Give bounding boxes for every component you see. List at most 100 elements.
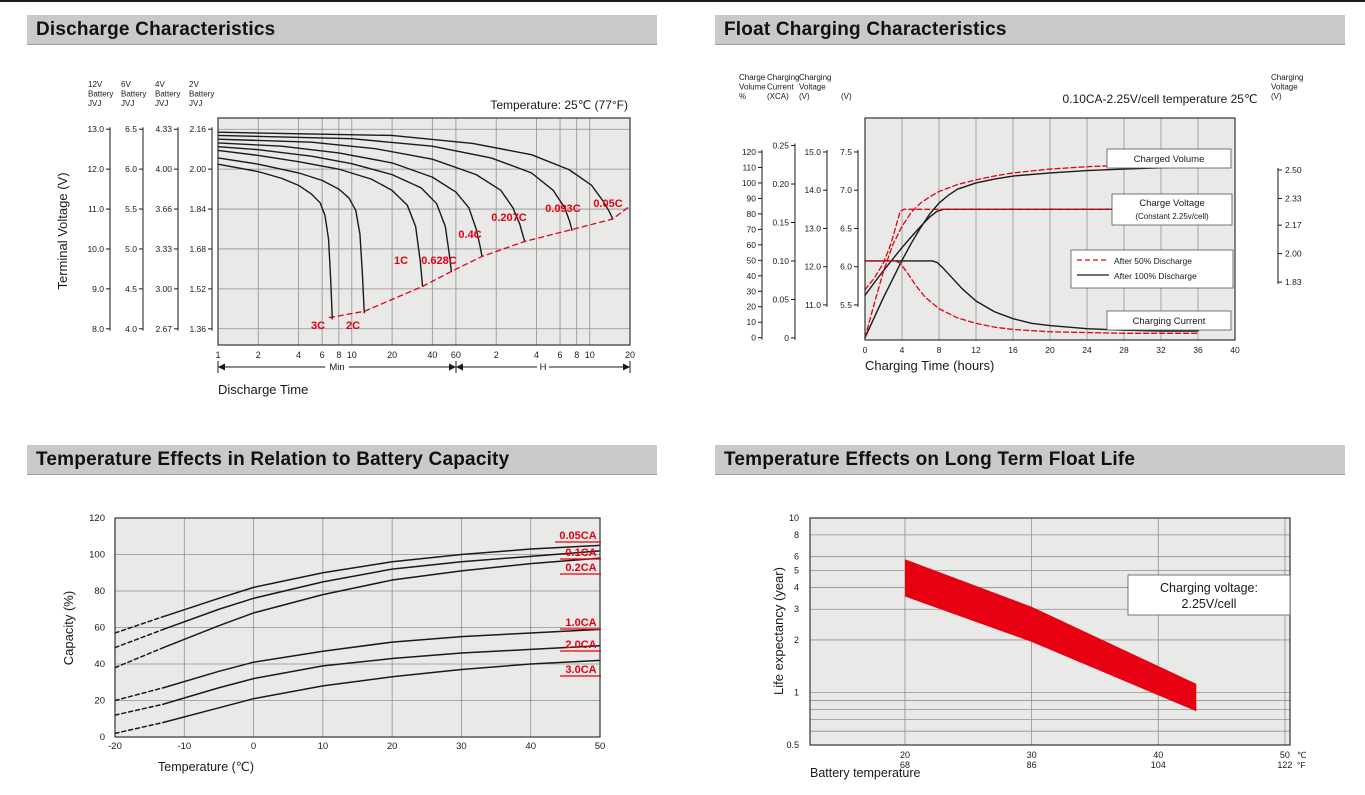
y-tick-label: 110: [742, 163, 756, 173]
label-backing: [537, 361, 549, 375]
chart-label: 0.2CA: [565, 562, 596, 574]
y-tick-label: 14.0: [804, 185, 821, 195]
plot-area: [218, 118, 630, 345]
y-tick-label: 0: [784, 333, 789, 343]
y-tick-label: 120: [89, 513, 105, 524]
x-tick-label: 4: [296, 350, 301, 360]
axis-column-title: Battery: [189, 90, 214, 99]
section-title: Discharge Characteristics: [36, 18, 276, 40]
series-0.4C: [217, 142, 483, 258]
x-tick-label: 8: [336, 350, 341, 360]
series-0.05CA: [162, 544, 601, 618]
x-axis-title: Charging Time (hours): [865, 358, 994, 373]
y-tick-label: 1.52: [189, 284, 206, 294]
chart-label: H: [540, 362, 547, 373]
axis-column-title: %: [739, 92, 746, 101]
axis-column-title: Voltage: [799, 83, 826, 92]
chart-label: 0.05CA: [559, 530, 596, 542]
arrowhead-icon: [449, 363, 456, 371]
y-tick-label: 0.5: [786, 740, 799, 750]
annotation-box: [1111, 193, 1233, 226]
chart-label: Min: [329, 362, 344, 373]
y-axis-title: Life expectancy (year): [771, 567, 786, 695]
y-tick-label: 20: [747, 302, 757, 312]
y-tick-label: 4.00: [155, 164, 172, 174]
chart-label: After 100% Discharge: [1114, 271, 1197, 281]
chart-label: 0.10CA-2.25V/cell temperature 25℃: [1063, 92, 1258, 106]
y-tick-label: 1.36: [189, 324, 206, 334]
axis-column-title: 12V: [88, 80, 103, 89]
y-tick-label: 2.16: [189, 124, 206, 134]
axis-column-title: JVJ: [189, 99, 202, 108]
x-tick-label: -20: [108, 741, 122, 752]
chart-label: 0.4C: [458, 229, 481, 241]
plot-frame: [217, 117, 631, 346]
x-tick-label: 50: [1280, 750, 1290, 760]
axis-column-title: Battery: [88, 90, 113, 99]
axis-column-title: JVJ: [88, 99, 101, 108]
y-tick-label: 5: [794, 566, 799, 576]
axis-column-title: 6V: [121, 80, 131, 89]
y-tick-label: 12.0: [87, 164, 104, 174]
series-0.1CA: [162, 550, 601, 631]
section-header-float-charging: Float Charging Characteristics: [715, 15, 1345, 45]
chart-label: After 50% Discharge: [1114, 256, 1192, 266]
chart-label: 0.207C: [491, 212, 527, 224]
y-tick-label: 50: [747, 255, 757, 265]
y-tick-label: 5.5: [125, 204, 137, 214]
x-tick-label: 20: [387, 350, 397, 360]
y-tick-label: 0: [751, 333, 756, 343]
series-2C: [217, 157, 366, 314]
y-axis-title: Terminal Voltage (V): [55, 172, 70, 289]
y-tick-label: 20: [94, 696, 105, 707]
y-tick-label: 80: [747, 209, 757, 219]
y-tick-label: 4.5: [125, 284, 137, 294]
x-tick-label: 2: [494, 350, 499, 360]
y-tick-label: 30: [747, 286, 757, 296]
y-tick-label: 100: [742, 178, 756, 188]
series-1.0CA: [114, 686, 165, 702]
chart-label: Charging voltage:: [1160, 581, 1258, 595]
x-tick-label: 10: [585, 350, 595, 360]
series-0.207C: [217, 138, 526, 243]
x-axis-title: Battery temperature: [810, 766, 921, 780]
x-axis-unit-label: °F: [1297, 760, 1306, 770]
x-tick-label-secondary: 86: [1027, 760, 1037, 770]
y-tick-label: 70: [747, 224, 757, 234]
y-tick-label: 2.00: [1285, 249, 1302, 259]
y-tick-label: 12.0: [804, 262, 821, 272]
y-tick-label: 4.33: [155, 124, 172, 134]
chart-label: 2C: [346, 320, 360, 332]
axis-column-title: Charging: [1271, 73, 1303, 82]
chart-float-charging-characteristics: 0 4 8 12 16 20 24 28 32 36 40120110100908070605040…: [739, 73, 1303, 373]
chart-label: 3C: [311, 320, 325, 332]
x-tick-label: 2: [256, 350, 261, 360]
y-tick-label: 8.0: [92, 324, 104, 334]
x-tick-label: 10: [318, 741, 329, 752]
chart-label: Charge Voltage: [1139, 198, 1205, 209]
chart-label: Temperature: 25℃ (77°F): [490, 98, 628, 112]
x-tick-label: 6: [320, 350, 325, 360]
x-tick-label: 4: [900, 345, 905, 355]
series-2.0CA: [162, 645, 601, 705]
y-tick-label: 5.0: [125, 244, 137, 254]
discharge-characteristics-chart: 1 2 4 6 8 10 20 40 60 2 4 6 8 10 20 13.0 12.0 11.0 10.0 9.0…: [55, 80, 635, 397]
axis-column-title: (V): [799, 92, 810, 101]
series-charge-voltage-after-50-discharge: [864, 208, 1199, 291]
x-tick-label: 8: [937, 345, 942, 355]
page-top-border: [0, 0, 1365, 2]
axis-column-title: Charging: [799, 73, 831, 82]
y-tick-label: 100: [89, 550, 105, 561]
series-charged-volume-after-50-discharge: [864, 162, 1199, 339]
y-tick-label: 120: [742, 147, 756, 157]
y-axis-title: Capacity (%): [61, 591, 76, 665]
axis-column-title: Battery: [121, 90, 146, 99]
series-0.2CA: [114, 646, 165, 669]
y-tick-label: 10: [789, 513, 799, 523]
chart-label: 1.0CA: [565, 617, 596, 629]
x-tick-label-secondary: 104: [1151, 760, 1166, 770]
y-tick-label: 1.84: [189, 204, 206, 214]
x-tick-label-secondary: 122: [1277, 760, 1292, 770]
chart-label: Charged Volume: [1134, 154, 1205, 165]
